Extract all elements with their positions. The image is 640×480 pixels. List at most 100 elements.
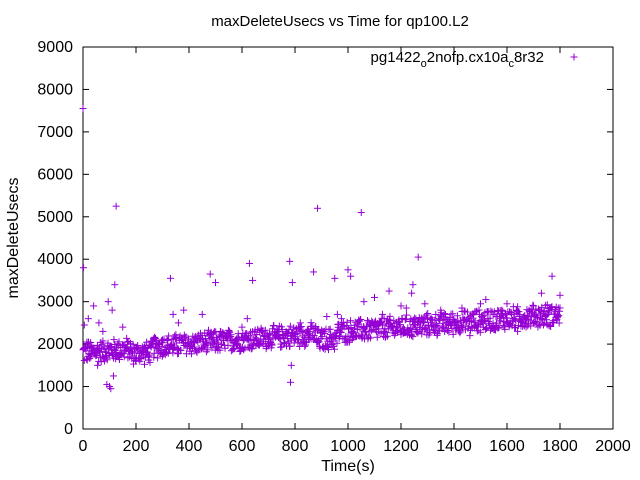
data-point — [180, 306, 188, 314]
data-point — [111, 340, 119, 348]
data-point — [200, 343, 208, 351]
data-point — [357, 209, 365, 217]
legend-marker — [570, 53, 578, 61]
legend-sub-c: c — [508, 58, 514, 70]
data-point — [477, 300, 484, 308]
data-point — [409, 333, 417, 341]
legend: pg1422o2nofp.cx10ac8r32 — [371, 49, 578, 70]
y-tick-label: 1000 — [37, 379, 73, 396]
data-point — [355, 317, 363, 325]
data-point — [466, 332, 474, 340]
data-point — [330, 345, 338, 353]
data-point — [227, 331, 235, 339]
data-point — [505, 323, 513, 331]
x-tick-label: 1400 — [436, 438, 472, 455]
data-point — [258, 339, 266, 347]
data-point — [324, 346, 332, 354]
data-point — [499, 321, 507, 329]
data-point — [413, 327, 421, 335]
data-point — [164, 349, 172, 357]
y-axis-label: maxDeleteUsecs — [5, 178, 22, 299]
x-tick-label: 0 — [79, 438, 88, 455]
data-point — [296, 319, 304, 327]
data-point — [535, 320, 543, 328]
data-point — [444, 326, 452, 334]
data-point — [300, 334, 308, 342]
data-point — [538, 303, 546, 311]
data-point — [151, 344, 159, 352]
data-point — [414, 253, 422, 261]
data-point — [119, 323, 127, 331]
data-point — [268, 341, 276, 349]
data-point — [266, 330, 274, 338]
data-point — [524, 313, 532, 321]
data-point — [166, 274, 174, 282]
data-point — [335, 320, 343, 328]
data-point — [371, 293, 378, 301]
data-point — [112, 202, 120, 210]
data-point — [80, 321, 88, 329]
data-point — [347, 272, 355, 280]
data-point — [127, 344, 135, 352]
data-point — [177, 346, 185, 354]
data-point — [109, 372, 117, 380]
data-point — [421, 300, 429, 308]
data-point — [450, 319, 458, 327]
data-point — [216, 346, 224, 354]
data-point — [321, 330, 329, 338]
data-point — [275, 327, 283, 335]
data-point — [287, 361, 295, 369]
axis-ticks: 0 200 400 600 800 1000 1200 1400 1600 1800 2000 0 10… — [37, 39, 630, 455]
x-tick-label: 400 — [176, 438, 203, 455]
data-point — [503, 300, 511, 308]
data-point — [115, 353, 123, 361]
legend-series-label: pg1422o2nofp.cx10ac8r32 — [371, 49, 544, 70]
data-point — [99, 327, 107, 335]
data-point — [176, 332, 184, 340]
y-tick-label: 2000 — [37, 336, 73, 353]
data-point — [379, 321, 387, 329]
y-tick-label: 9000 — [37, 39, 73, 56]
data-point — [494, 324, 502, 332]
x-tick-label: 1200 — [383, 438, 419, 455]
data-point — [154, 354, 162, 362]
data-point — [529, 301, 537, 309]
data-point — [542, 301, 550, 309]
data-point — [386, 312, 394, 320]
data-point — [165, 332, 173, 340]
data-point — [397, 302, 405, 310]
data-point — [495, 324, 503, 332]
data-point — [440, 310, 448, 318]
data-point — [333, 310, 341, 318]
data-point — [217, 327, 225, 335]
data-point — [336, 332, 344, 340]
data-point — [344, 266, 352, 274]
data-point — [357, 315, 365, 323]
data-point — [206, 270, 214, 278]
data-point — [249, 276, 257, 284]
data-point — [378, 310, 386, 318]
data-point — [169, 310, 177, 318]
data-point — [543, 320, 551, 328]
data-point — [150, 349, 158, 357]
data-point — [333, 339, 341, 347]
data-point — [523, 311, 531, 319]
y-tick-label: 7000 — [37, 124, 73, 141]
data-point — [481, 316, 489, 324]
chart-title: maxDeleteUsecs vs Time for qp100.L2 — [211, 13, 469, 30]
data-point — [418, 330, 426, 338]
data-point — [159, 336, 166, 344]
data-point — [537, 289, 545, 297]
data-point — [265, 334, 272, 342]
data-point — [408, 332, 416, 340]
data-point — [426, 329, 434, 337]
data-point — [261, 326, 269, 334]
data-point — [458, 323, 466, 331]
data-point — [482, 296, 490, 304]
data-point — [373, 333, 381, 341]
data-point — [240, 346, 248, 354]
data-point — [420, 319, 428, 327]
y-tick-label: 0 — [64, 421, 73, 438]
data-point — [486, 314, 494, 322]
x-axis-label: Time(s) — [321, 458, 375, 475]
